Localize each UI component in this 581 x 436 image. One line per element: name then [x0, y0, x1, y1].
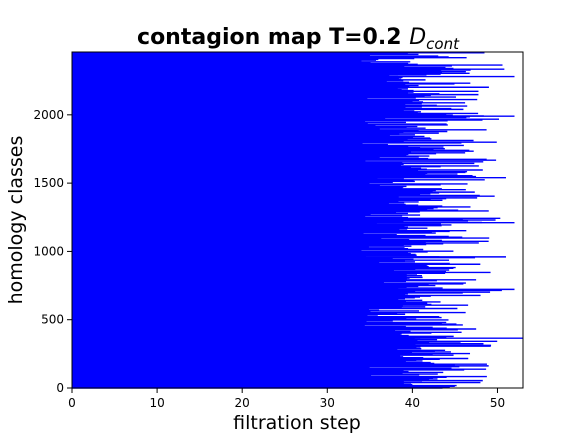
y-tick-label: 2000: [33, 108, 64, 122]
y-tick-label: 0: [56, 381, 64, 395]
x-axis-ticks: 0 10 20 30 40 50: [68, 388, 505, 410]
x-tick-label: 40: [405, 396, 420, 410]
y-axis-ticks: 0 500 1000 1500 2000: [33, 108, 72, 395]
x-tick-label: 30: [320, 396, 335, 410]
chart-title-math: D: [409, 25, 426, 50]
y-tick-label: 1500: [33, 176, 64, 190]
chart-title-text: contagion map T=0.2: [137, 25, 409, 50]
x-tick-label: 0: [68, 396, 76, 410]
y-axis-label: homology classes: [5, 136, 27, 305]
x-tick-label: 20: [235, 396, 250, 410]
x-axis-label: filtration step: [233, 412, 361, 434]
barcode-bars: [72, 52, 523, 389]
plot-frame: [71, 51, 524, 389]
y-tick-label: 1000: [33, 244, 64, 258]
x-tick-label: 10: [149, 396, 164, 410]
y-tick-label: 500: [41, 313, 64, 327]
x-tick-label: 50: [490, 396, 505, 410]
chart-title-math-subscript: cont: [426, 35, 460, 53]
chart-title: contagion map T=0.2 Dcont: [137, 25, 460, 53]
